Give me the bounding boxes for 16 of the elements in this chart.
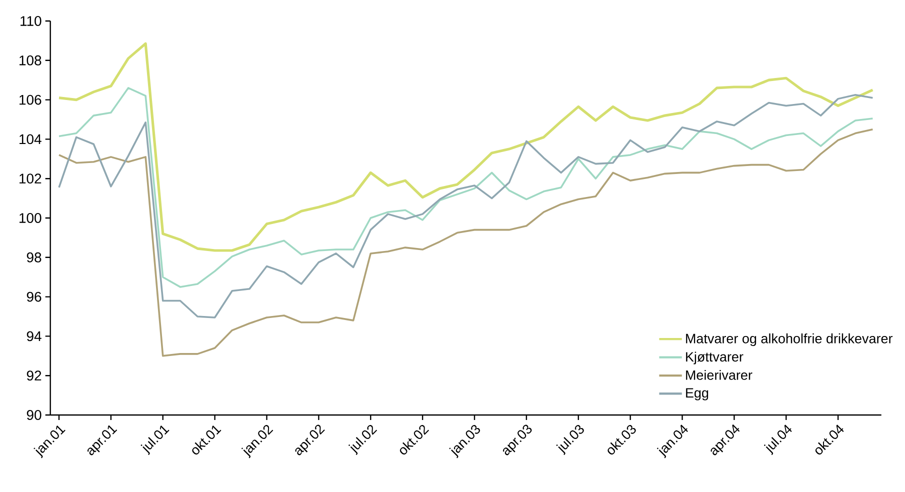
legend-label: Matvarer og alkoholfrie drikkevarer xyxy=(686,333,893,346)
y-tick-label: 110 xyxy=(20,16,42,26)
y-tick-label: 96 xyxy=(26,292,42,302)
y-tick-label: 98 xyxy=(26,252,42,262)
y-tick-label: 104 xyxy=(20,134,42,144)
y-tick-label: 92 xyxy=(26,370,42,381)
y-tick-label: 94 xyxy=(26,331,42,342)
line-series xyxy=(58,94,874,318)
y-tick-label: 90 xyxy=(26,410,42,420)
legend-label: Meierivarer xyxy=(686,370,752,380)
y-tick-label: 108 xyxy=(20,55,42,66)
y-tick-label: 106 xyxy=(20,94,42,105)
y-tick-label: 100 xyxy=(20,213,42,223)
y-tick-label: 102 xyxy=(20,174,42,184)
legend-label: Kjøttvarer xyxy=(686,352,744,364)
legend-label: Egg xyxy=(686,388,708,400)
